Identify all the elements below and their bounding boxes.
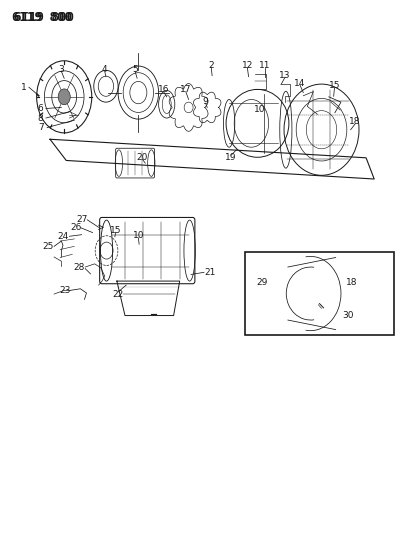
Text: 8: 8: [37, 114, 43, 123]
Text: 15: 15: [329, 81, 340, 90]
Text: 16: 16: [158, 85, 169, 94]
Text: 26: 26: [70, 223, 82, 232]
Text: 9: 9: [203, 97, 208, 106]
Text: 6: 6: [37, 104, 43, 113]
Text: 10: 10: [254, 104, 265, 114]
Text: 2: 2: [208, 61, 214, 70]
Text: 18: 18: [349, 117, 361, 126]
Text: 19: 19: [225, 153, 237, 162]
Text: 20: 20: [137, 153, 148, 162]
Text: 6I19 800: 6I19 800: [13, 11, 73, 24]
Bar: [244, 252, 395, 335]
Text: 23: 23: [60, 286, 71, 295]
Text: 18: 18: [346, 278, 358, 287]
Text: 4: 4: [102, 64, 108, 74]
Text: 30: 30: [342, 311, 354, 320]
Text: 28: 28: [73, 263, 85, 271]
Text: 5: 5: [132, 64, 138, 74]
Text: 27: 27: [77, 215, 88, 224]
Text: 15: 15: [110, 226, 122, 235]
Text: 14: 14: [294, 78, 306, 87]
Text: 22: 22: [113, 289, 124, 298]
Text: 6I19 800: 6I19 800: [12, 11, 72, 23]
Text: 17: 17: [180, 85, 191, 94]
Text: 12: 12: [242, 61, 253, 70]
Text: 3: 3: [58, 64, 64, 74]
Text: 21: 21: [204, 268, 216, 277]
Text: 7: 7: [38, 123, 44, 132]
Text: 11: 11: [259, 61, 271, 70]
Text: 1: 1: [21, 83, 27, 92]
Text: 13: 13: [279, 70, 291, 79]
Text: 29: 29: [256, 278, 268, 287]
Text: 24: 24: [58, 232, 69, 241]
Text: 10: 10: [133, 231, 144, 240]
Text: 25: 25: [42, 242, 54, 251]
Circle shape: [58, 89, 70, 105]
